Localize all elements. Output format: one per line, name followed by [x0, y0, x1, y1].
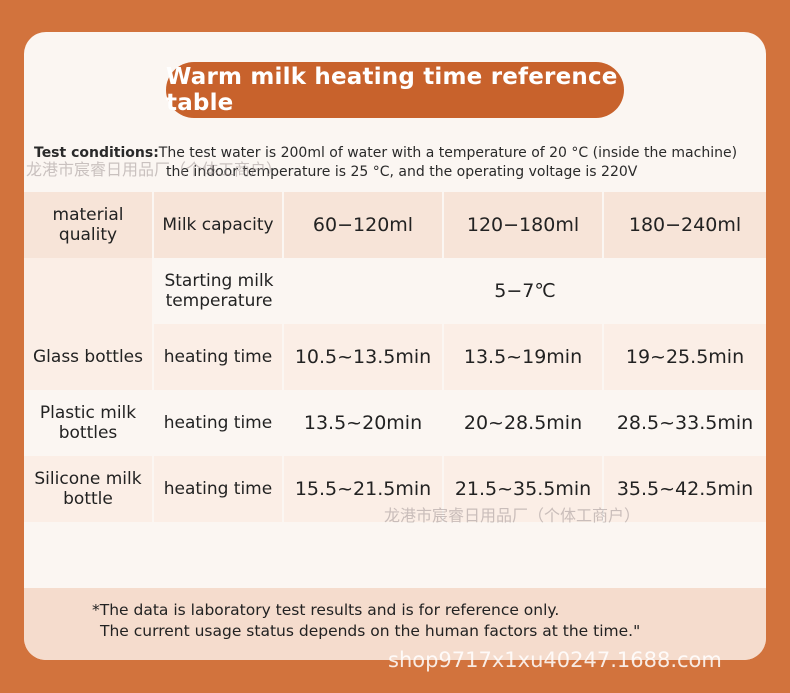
- row-metric: heating time: [154, 324, 284, 390]
- header-range-3: 180−240ml: [604, 192, 766, 258]
- test-conditions: Test conditions: The test water is 200ml…: [34, 144, 756, 182]
- table-row: Plastic milk bottles heating time 13.5~2…: [24, 390, 766, 456]
- header-range-1: 60−120ml: [284, 192, 444, 258]
- table-row: Silicone milk bottle heating time 15.5~2…: [24, 456, 766, 522]
- watermark-company-top: 龙港市宸睿日用品厂（个体工商户）: [26, 160, 283, 179]
- row-value-1: 13.5~20min: [284, 390, 444, 456]
- row-metric: heating time: [154, 390, 284, 456]
- start-temp-row: Starting milk temperature 5−7℃: [24, 258, 766, 324]
- heating-time-table: material quality Milk capacity 60−120ml …: [24, 192, 766, 522]
- row-material: Glass bottles: [24, 324, 154, 390]
- page-title: Warm milk heating time reference table: [166, 62, 624, 118]
- table-header-row: material quality Milk capacity 60−120ml …: [24, 192, 766, 258]
- row-value-3: 19~25.5min: [604, 324, 766, 390]
- footer-line-1: *The data is laboratory test results and…: [92, 601, 560, 619]
- start-temp-value: 5−7℃: [284, 258, 766, 324]
- row-value-3: 35.5~42.5min: [604, 456, 766, 522]
- row-value-2: 13.5~19min: [444, 324, 604, 390]
- table-row: Glass bottles heating time 10.5~13.5min …: [24, 324, 766, 390]
- footer-note: *The data is laboratory test results and…: [24, 588, 766, 660]
- start-temp-label: Starting milk temperature: [154, 258, 284, 324]
- conditions-label: Test conditions:: [34, 145, 159, 161]
- reference-card: Warm milk heating time reference table T…: [24, 32, 766, 660]
- header-capacity: Milk capacity: [154, 192, 284, 258]
- start-temp-blank: [24, 258, 154, 324]
- row-material: Plastic milk bottles: [24, 390, 154, 456]
- row-value-2: 21.5~35.5min: [444, 456, 604, 522]
- watermark-company-bottom: 龙港市宸睿日用品厂（个体工商户）: [384, 506, 641, 525]
- row-value-1: 10.5~13.5min: [284, 324, 444, 390]
- row-material: Silicone milk bottle: [24, 456, 154, 522]
- conditions-line-1: The test water is 200ml of water with a …: [158, 145, 738, 161]
- header-material: material quality: [24, 192, 154, 258]
- header-range-2: 120−180ml: [444, 192, 604, 258]
- conditions-line-2: the indoor temperature is 25 °C, and the…: [166, 164, 638, 180]
- row-value-1: 15.5~21.5min: [284, 456, 444, 522]
- row-value-3: 28.5~33.5min: [604, 390, 766, 456]
- footer-line-2: The current usage status depends on the …: [100, 622, 641, 640]
- watermark-shop: shop9717x1xu40247.1688.com: [388, 648, 722, 672]
- row-metric: heating time: [154, 456, 284, 522]
- row-value-2: 20~28.5min: [444, 390, 604, 456]
